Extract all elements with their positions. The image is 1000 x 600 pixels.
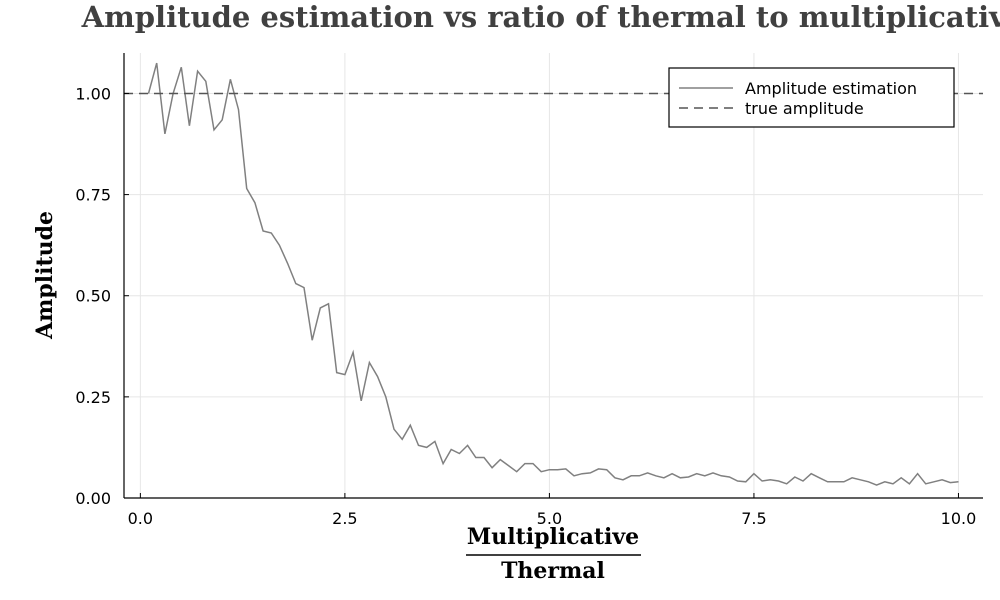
- legend: Amplitude estimation true amplitude: [668, 67, 955, 128]
- chart-title: Amplitude estimation vs ratio of thermal…: [81, 0, 1000, 34]
- x-tick-label: 2.5: [332, 509, 357, 528]
- series-line-amplitude-estimation: [147, 62, 959, 486]
- y-tick-label: 0.75: [75, 186, 111, 205]
- y-tick-label: 1.00: [75, 84, 111, 103]
- y-axis-label: Amplitude: [32, 211, 58, 340]
- x-axis-label-denominator: Thermal: [501, 558, 605, 584]
- x-axis-label: Multiplicative Thermal: [466, 524, 641, 584]
- legend-label-amplitude-estimation: Amplitude estimation: [745, 79, 917, 98]
- x-tick-label: 0.0: [128, 509, 153, 528]
- x-axis-label-numerator: Multiplicative: [467, 524, 639, 550]
- y-tick-label: 0.25: [75, 388, 111, 407]
- legend-box: [668, 67, 955, 128]
- x-tick-label: 7.5: [741, 509, 766, 528]
- axes: [123, 53, 983, 499]
- x-ticks: 0.0 2.5 5.0 7.5 10.0: [128, 493, 977, 528]
- y-tick-label: 0.00: [75, 489, 111, 508]
- y-ticks: 0.00 0.25 0.50 0.75 1.00: [75, 84, 129, 508]
- legend-label-true-amplitude: true amplitude: [745, 99, 864, 118]
- x-tick-label: 5.0: [537, 509, 562, 528]
- y-tick-label: 0.50: [75, 287, 111, 306]
- series-layer: [124, 62, 983, 486]
- x-tick-label: 10.0: [941, 509, 977, 528]
